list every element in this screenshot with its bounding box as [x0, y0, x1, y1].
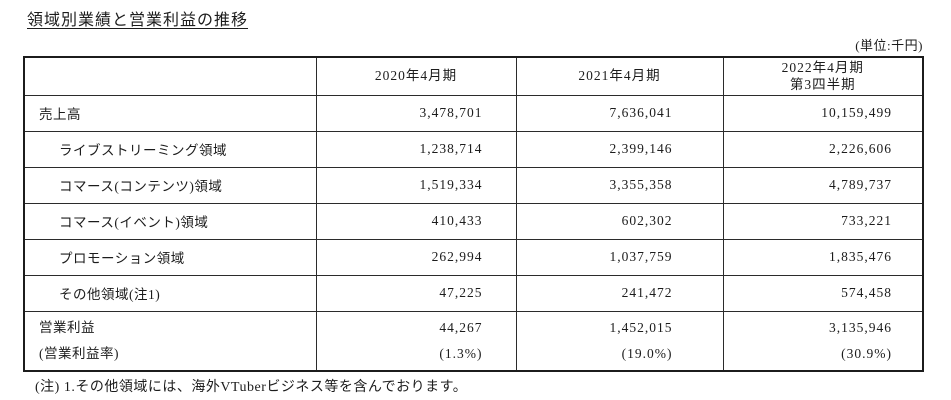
cell-value: 1,238,714	[315, 130, 517, 168]
cell-value: 47,225	[315, 274, 517, 312]
unit-label: (単位:千円)	[855, 38, 923, 53]
cell-value: 1,835,476	[722, 238, 924, 276]
column-header-fy2022q3: 2022年4月期 第3四半期	[722, 56, 924, 96]
column-header-line1: 2022年4月期	[781, 59, 864, 75]
column-header-fy2020: 2020年4月期	[315, 56, 517, 96]
row-label: ライブストリーミング領域	[23, 130, 317, 168]
column-header-fy2021: 2021年4月期	[515, 56, 724, 96]
row-label: プロモーション領域	[23, 238, 317, 276]
row-sublabel: (営業利益率)	[39, 345, 119, 361]
table-row-commerce-events: コマース(イベント)領域 410,433 602,302 733,221	[23, 202, 924, 240]
cell-ratio: (1.3%)	[439, 345, 483, 361]
table-cell-value: 3,135,946 (30.9%)	[722, 310, 924, 372]
table-row-other: その他領域(注1) 47,225 241,472 574,458	[23, 274, 924, 312]
cell-value: 1,037,759	[515, 238, 724, 276]
cell-value: 410,433	[315, 202, 517, 240]
row-label: コマース(イベント)領域	[23, 202, 317, 240]
segment-results-table: 2020年4月期 2021年4月期 2022年4月期 第3四半期 売上高 3,47…	[23, 56, 924, 372]
cell-value: 4,789,737	[722, 166, 924, 204]
table-cell-value: 1,452,015 (19.0%)	[515, 310, 724, 372]
table-row-net-sales: 売上高 3,478,701 7,636,041 10,159,499	[23, 94, 924, 132]
table-row-commerce-contents: コマース(コンテンツ)領域 1,519,334 3,355,358 4,789,…	[23, 166, 924, 204]
table-cell-value: 44,267 (1.3%)	[315, 310, 517, 372]
header-row: 2020年4月期 2021年4月期 2022年4月期 第3四半期	[23, 56, 924, 96]
cell-ratio: (19.0%)	[621, 345, 673, 361]
cell-ratio: (30.9%)	[841, 345, 892, 361]
table-cell-label: 営業利益 (営業利益率)	[23, 310, 317, 372]
table-row-operating-profit: 営業利益 (営業利益率) 44,267 (1.3%) 1,452,015 (19…	[23, 310, 924, 372]
cell-value: 2,226,606	[722, 130, 924, 168]
table-row-promotion: プロモーション領域 262,994 1,037,759 1,835,476	[23, 238, 924, 276]
page-title: 領域別業績と営業利益の推移	[27, 12, 249, 29]
cell-value: 1,519,334	[315, 166, 517, 204]
cell-value: 3,135,946	[829, 319, 892, 335]
cell-value: 3,478,701	[315, 94, 517, 132]
blank-header-cell	[23, 56, 317, 96]
cell-value: 10,159,499	[722, 94, 924, 132]
row-label: 営業利益	[39, 319, 95, 335]
cell-value: 574,458	[722, 274, 924, 312]
footnote: (注) 1.その他領域には、海外VTuberビジネス等を含んでおります。	[35, 380, 468, 395]
cell-value: 241,472	[515, 274, 724, 312]
column-header-line2: 第3四半期	[789, 77, 856, 93]
cell-value: 733,221	[722, 202, 924, 240]
cell-value: 3,355,358	[515, 166, 724, 204]
cell-value: 1,452,015	[609, 319, 673, 335]
cell-value: 2,399,146	[515, 130, 724, 168]
cell-value: 7,636,041	[515, 94, 724, 132]
cell-value: 262,994	[315, 238, 517, 276]
row-label: コマース(コンテンツ)領域	[23, 166, 317, 204]
cell-value: 602,302	[515, 202, 724, 240]
table-row-live-streaming: ライブストリーミング領域 1,238,714 2,399,146 2,226,6…	[23, 130, 924, 168]
row-label: その他領域(注1)	[23, 274, 317, 312]
row-label: 売上高	[23, 94, 317, 132]
cell-value: 44,267	[439, 319, 483, 335]
